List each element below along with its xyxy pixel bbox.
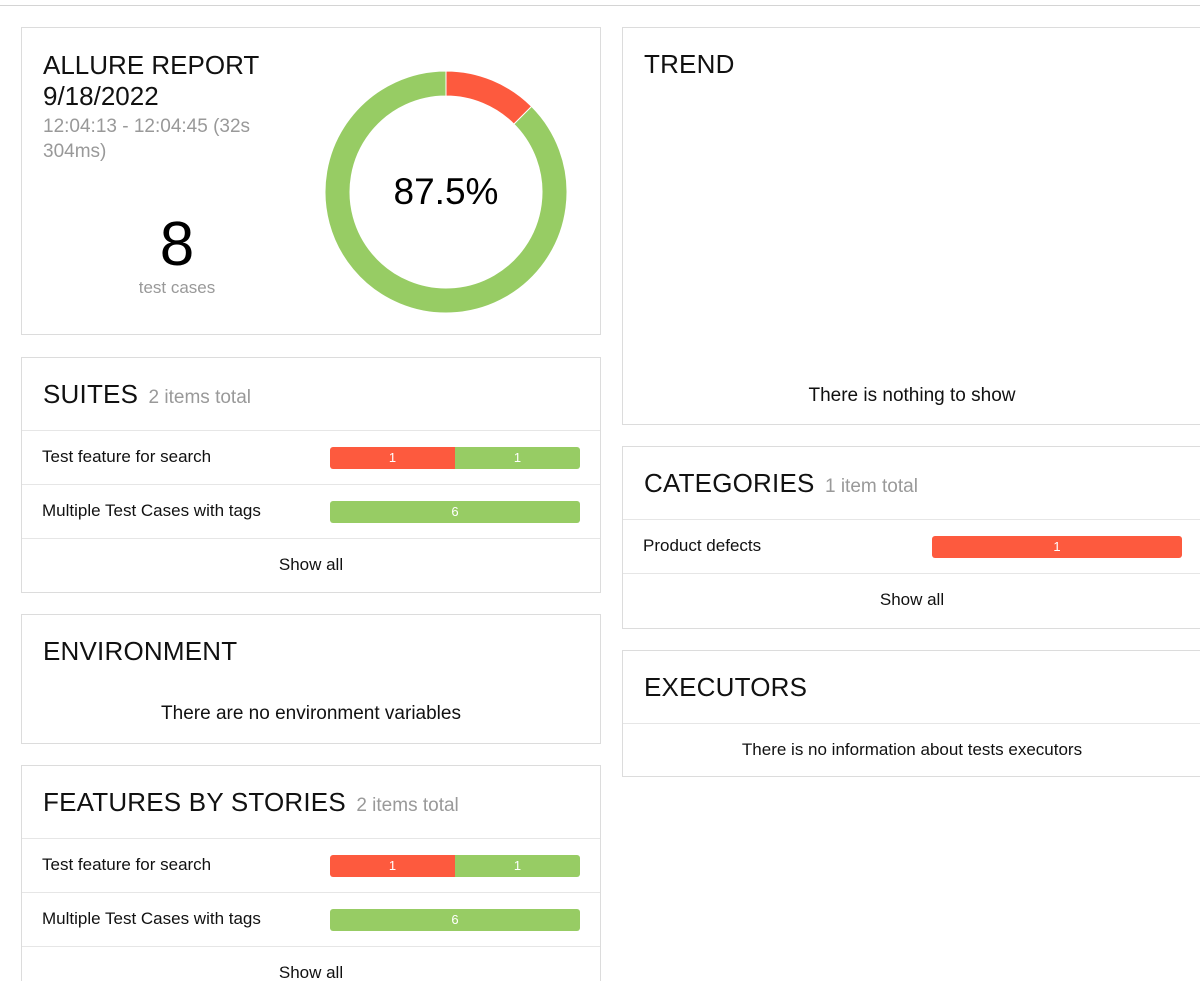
failed-segment: 1 — [330, 447, 455, 469]
success-rate-label: 87.5% — [324, 170, 568, 214]
executors-empty-message: There is no information about tests exec… — [623, 740, 1200, 760]
features-show-all[interactable]: Show all — [22, 946, 600, 981]
suite-status-bar[interactable]: 1 1 — [330, 447, 580, 469]
summary-widget: ALLURE REPORT 9/18/2022 12:04:13 - 12:04… — [21, 27, 601, 335]
category-status-bar[interactable]: 1 — [932, 536, 1182, 558]
donut-slice-failed[interactable] — [446, 71, 532, 124]
features-show-all-link[interactable]: Show all — [22, 963, 600, 981]
feature-row[interactable]: Multiple Test Cases with tags 6 — [22, 892, 600, 946]
passed-segment: 6 — [330, 909, 580, 931]
top-divider — [0, 5, 1200, 6]
features-title: FEATURES BY STORIES 2 items total — [43, 787, 459, 818]
categories-count: 1 item total — [825, 476, 918, 497]
failed-segment: 1 — [330, 855, 455, 877]
environment-empty-message: There are no environment variables — [22, 703, 600, 725]
trend-empty-message: There is nothing to show — [623, 385, 1200, 407]
passed-segment: 1 — [455, 855, 580, 877]
test-case-count: 8 — [118, 210, 236, 280]
suite-status-bar[interactable]: 6 — [330, 501, 580, 523]
category-row[interactable]: Product defects 1 — [623, 519, 1200, 573]
features-title-text: FEATURES BY STORIES — [43, 787, 346, 817]
executors-widget: EXECUTORS There is no information about … — [622, 650, 1200, 777]
report-title-text: ALLURE REPORT — [43, 50, 303, 81]
passed-segment: 1 — [455, 447, 580, 469]
suites-show-all-link[interactable]: Show all — [22, 555, 600, 575]
features-count: 2 items total — [356, 795, 458, 816]
report-date: 9/18/2022 — [43, 81, 303, 112]
trend-widget: TREND There is nothing to show — [622, 27, 1200, 425]
categories-widget: CATEGORIES 1 item total Product defects … — [622, 446, 1200, 629]
categories-title-text: CATEGORIES — [644, 468, 815, 498]
executors-empty-row: There is no information about tests exec… — [623, 723, 1200, 777]
feature-status-bar[interactable]: 1 1 — [330, 855, 580, 877]
failed-segment: 1 — [932, 536, 1182, 558]
feature-row-label: Test feature for search — [42, 855, 211, 875]
report-title: ALLURE REPORT 9/18/2022 — [43, 50, 303, 112]
suites-widget: SUITES 2 items total Test feature for se… — [21, 357, 601, 593]
suite-row[interactable]: Multiple Test Cases with tags 6 — [22, 484, 600, 538]
passed-segment: 6 — [330, 501, 580, 523]
feature-status-bar[interactable]: 6 — [330, 909, 580, 931]
suite-row-label: Multiple Test Cases with tags — [42, 501, 261, 521]
suites-title-text: SUITES — [43, 379, 138, 409]
environment-title: ENVIRONMENT — [43, 636, 237, 667]
trend-title: TREND — [644, 49, 735, 80]
features-by-stories-widget: FEATURES BY STORIES 2 items total Test f… — [21, 765, 601, 981]
suite-row[interactable]: Test feature for search 1 1 — [22, 430, 600, 484]
feature-row-label: Multiple Test Cases with tags — [42, 909, 261, 929]
suites-show-all[interactable]: Show all — [22, 538, 600, 592]
report-time-range: 12:04:13 - 12:04:45 (32s — [43, 114, 283, 139]
categories-title: CATEGORIES 1 item total — [644, 468, 918, 499]
suite-row-label: Test feature for search — [42, 447, 211, 467]
report-duration: 12:04:13 - 12:04:45 (32s 304ms) — [43, 114, 283, 164]
feature-row[interactable]: Test feature for search 1 1 — [22, 838, 600, 892]
suites-count: 2 items total — [149, 387, 251, 408]
categories-show-all-link[interactable]: Show all — [623, 590, 1200, 610]
environment-widget: ENVIRONMENT There are no environment var… — [21, 614, 601, 744]
categories-show-all[interactable]: Show all — [623, 573, 1200, 627]
category-row-label: Product defects — [643, 536, 761, 556]
test-case-count-label: test cases — [118, 278, 236, 298]
executors-title: EXECUTORS — [644, 672, 807, 703]
suites-title: SUITES 2 items total — [43, 379, 251, 410]
report-time-ms: 304ms) — [43, 139, 283, 164]
